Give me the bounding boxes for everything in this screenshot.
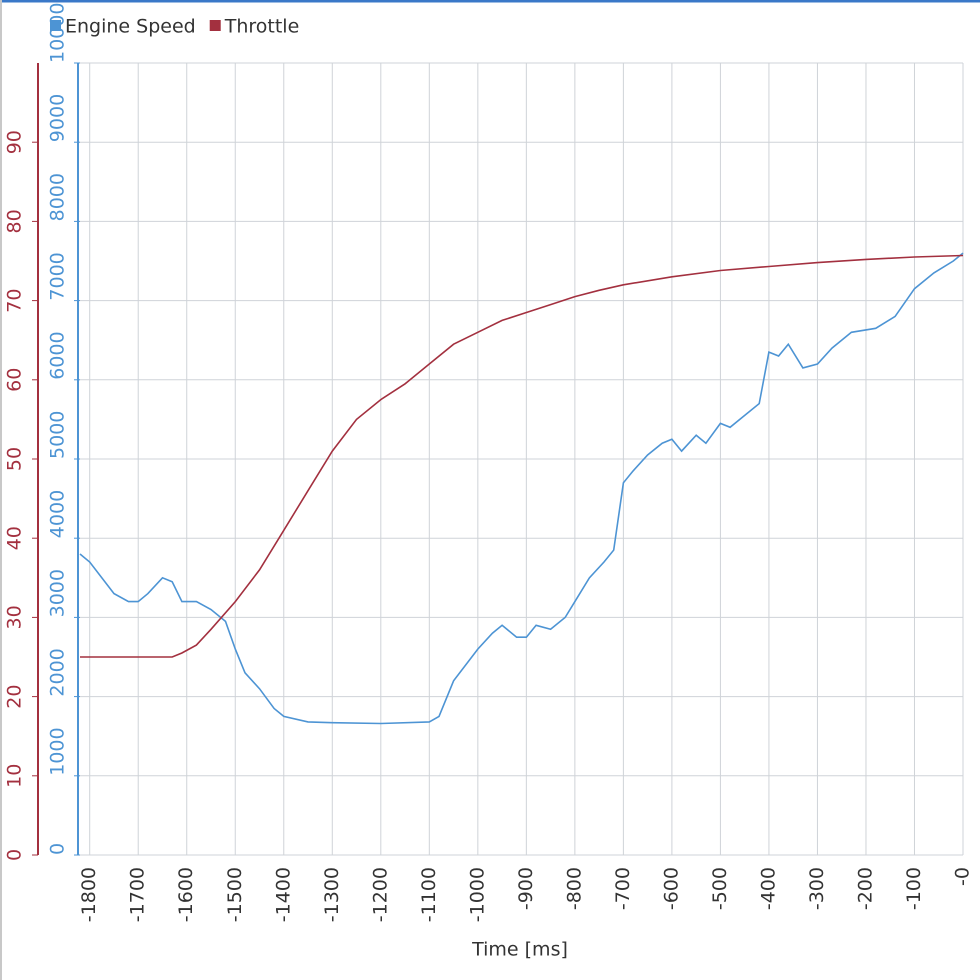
x-tick-label: -1500: [224, 867, 246, 922]
x-tick-label: -1100: [418, 867, 440, 922]
series-line: [79, 252, 964, 725]
y2-tick-label: 70: [4, 289, 26, 313]
x-tick-label: -1200: [369, 867, 391, 922]
y2-tick-label: 80: [4, 209, 26, 233]
x-tick-label: -100: [903, 867, 925, 910]
series-line: [80, 254, 964, 658]
y2-tick-label: 10: [4, 764, 26, 788]
x-tick-label: -1300: [321, 867, 343, 922]
y2-tick-label: 60: [4, 368, 26, 392]
y-tick-label: 9000: [47, 94, 69, 142]
y2-tick-label: 90: [4, 130, 26, 154]
legend-swatch: [209, 20, 221, 31]
y-tick-label: 2000: [47, 648, 69, 696]
y-tick-label: 1000: [47, 727, 69, 775]
x-tick-label: -500: [709, 867, 731, 910]
x-tick-label: -300: [806, 867, 828, 910]
x-tick-label: -400: [757, 867, 779, 910]
y2-tick-label: 20: [4, 685, 26, 709]
y-tick-label: 7000: [47, 252, 69, 300]
x-axis-label: Time [ms]: [471, 939, 568, 961]
y2-tick-label: 40: [4, 526, 26, 550]
x-tick-label: -1400: [272, 867, 294, 922]
y-tick-label: 8000: [47, 173, 69, 221]
x-tick-label: -700: [612, 867, 634, 910]
x-tick-label: -200: [854, 867, 876, 910]
x-tick-label: -1600: [175, 867, 197, 922]
legend-label: Engine Speed: [65, 16, 196, 38]
y2-tick-label: 30: [4, 605, 26, 629]
y2-tick-label: 0: [4, 849, 26, 861]
y-tick-label: 6000: [47, 331, 69, 379]
x-tick-label: -0: [952, 867, 974, 886]
y-tick-label: 10000: [47, 3, 69, 63]
x-tick-label: -1800: [78, 867, 100, 922]
y-tick-label: 5000: [47, 411, 69, 459]
legend-swatch: [50, 20, 61, 31]
x-tick-label: -600: [660, 867, 682, 910]
x-tick-label: -1700: [127, 867, 149, 922]
y-tick-label: 4000: [47, 490, 69, 538]
x-tick-label: -1000: [466, 867, 488, 922]
y2-tick-label: 50: [4, 447, 26, 471]
x-tick-label: -800: [563, 867, 585, 910]
x-tick-label: -900: [515, 867, 537, 910]
y-tick-label: 0: [47, 843, 69, 855]
legend-label: Throttle: [224, 16, 300, 38]
y-tick-label: 3000: [47, 569, 69, 617]
